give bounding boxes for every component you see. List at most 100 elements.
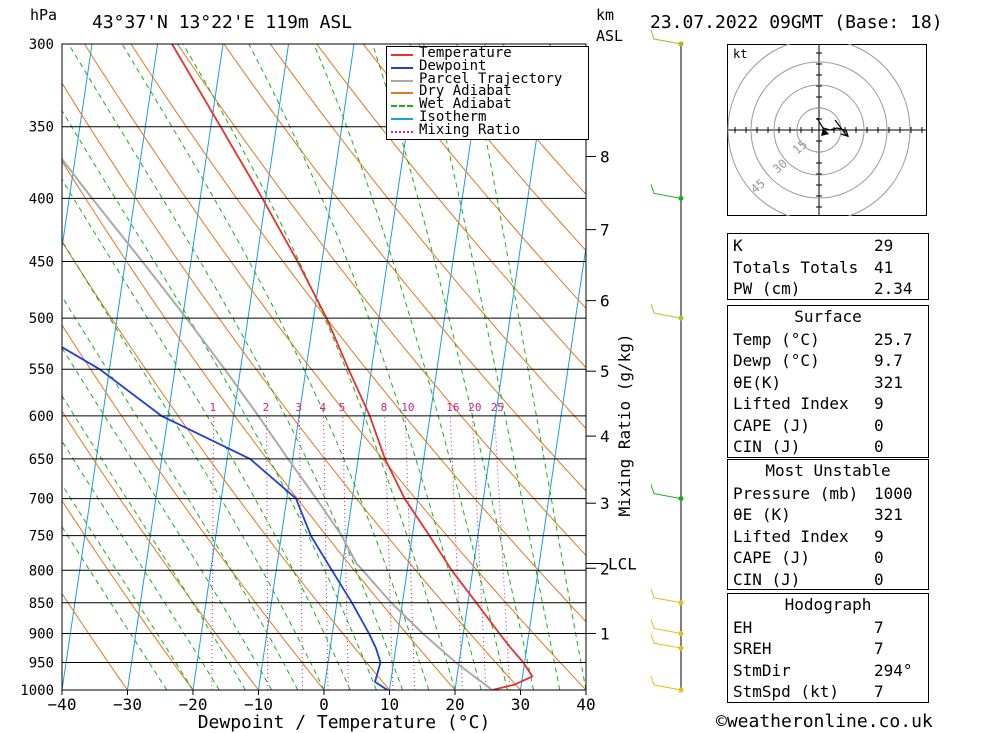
wet-adiabat-line [62, 239, 325, 690]
stmdir-row: StmDir 294° [728, 659, 928, 681]
wind-barb [650, 303, 682, 319]
km-tick-label: 6 [600, 292, 610, 311]
x-tick-label: −20 [179, 695, 208, 714]
wet-adiabat-line [372, 44, 535, 690]
surface-cape-value: 0 [874, 415, 884, 435]
dry-adiabat-line [62, 160, 456, 690]
km-unit-label: km [596, 6, 615, 24]
totals-row: Totals Totals 41 [728, 256, 928, 278]
temperature-line [171, 44, 534, 690]
legend-swatch [391, 105, 413, 108]
mixing-ratio-line [471, 415, 487, 690]
surface-li-value: 9 [874, 394, 884, 413]
pressure-label: 900 [29, 626, 54, 642]
x-tick-label: −40 [48, 695, 77, 714]
pressure-label: 550 [29, 362, 54, 378]
pressure-label: 750 [29, 529, 54, 545]
most-unstable-table: Most Unstable Pressure (mb) 1000 θE (K) 32… [727, 459, 929, 590]
surface-theta-value: 321 [874, 372, 903, 392]
wet-adiabat-line [182, 44, 456, 690]
pressure-label: 950 [29, 655, 54, 671]
pressure-label: 800 [29, 563, 54, 579]
wet-adiabat-line [62, 525, 168, 690]
wind-barb [650, 484, 682, 500]
wind-barb [650, 184, 682, 199]
km-tick-label: 1 [600, 624, 610, 643]
pressure-unit-label: hPa [30, 6, 58, 24]
copyright-link[interactable]: ©weatheronline.co.uk [716, 711, 933, 732]
legend-item: Mixing Ratio [387, 122, 587, 138]
legend-swatch [391, 130, 413, 133]
pressure-label: 600 [29, 409, 54, 425]
legend-swatch [391, 66, 413, 69]
wind-barb [650, 588, 682, 604]
km-tick-label: 3 [600, 494, 610, 513]
legend-item: Temperature [387, 46, 587, 61]
hodograph-ring [750, 61, 888, 199]
dewpoint-line [62, 346, 388, 690]
wind-barb [650, 619, 682, 634]
hodograph-ring [796, 107, 842, 153]
legend-item: Parcel Trajectory [387, 70, 587, 87]
wet-adiabat-line [423, 44, 561, 690]
surface-cin-label: CIN (J) [733, 437, 801, 456]
legend-swatch [391, 92, 413, 95]
mixing-ratio-line [384, 415, 394, 690]
surface-li-label: Lifted Index [733, 394, 849, 413]
mixing-ratio-label: 25 [491, 401, 504, 414]
mixing-ratio-label: 20 [468, 401, 481, 414]
legend-swatch [391, 118, 413, 120]
lcl-label: LCL [608, 555, 637, 574]
pressure-label: 450 [29, 255, 54, 271]
legend-label: Wet Adiabat [419, 96, 512, 113]
mixing-ratio-axis-label: Mixing Ratio (g/kg) [615, 333, 634, 516]
mixing-ratio-label: 10 [401, 401, 414, 414]
k-index-row: K 29 [728, 234, 928, 256]
wet-adiabat-line [248, 44, 482, 690]
dry-adiabat-line [62, 324, 325, 690]
mu-cape-label: CAPE (J) [733, 548, 811, 567]
surface-temp-value: 25.7 [874, 329, 913, 349]
dry-adiabat-line [269, 44, 586, 430]
surface-temp-row: Temp (°C) 25.7 [728, 328, 928, 350]
mu-cin-row: CIN (J) 0 [728, 568, 928, 590]
x-tick-label: 20 [445, 695, 464, 714]
pressure-label: 300 [29, 37, 54, 53]
hodograph-ring [727, 44, 911, 216]
surface-dewp-label: Dewp (°C) [733, 351, 820, 370]
totals-value: 41 [874, 257, 894, 277]
mu-li-row: Lifted Index 9 [728, 525, 928, 547]
dry-adiabat-line [455, 44, 586, 196]
dry-adiabat-line [316, 44, 586, 369]
hodograph-ring [773, 84, 865, 176]
legend-item: Dewpoint [387, 57, 587, 74]
legend-label: Dry Adiabat [419, 83, 512, 100]
totals-label: Totals Totals [733, 257, 859, 277]
mixing-ratio-line [323, 415, 329, 690]
legend-label: Dewpoint [419, 57, 487, 74]
mu-li-value: 9 [874, 526, 884, 546]
mu-li-label: Lifted Index [733, 526, 849, 546]
stmspd-label: StmSpd (kt) [733, 682, 839, 701]
x-tick-label: 0 [319, 695, 329, 714]
wind-barb [650, 634, 682, 649]
most-unstable-title: Most Unstable [765, 461, 891, 480]
mixing-ratio-line [298, 415, 303, 690]
parcel-trajectory-line [62, 157, 493, 690]
stmdir-label: StmDir [733, 660, 791, 680]
wet-adiabat-line [62, 347, 273, 690]
x-tick-label: 10 [380, 695, 399, 714]
dry-adiabat-line [62, 240, 390, 690]
wet-adiabat-line [313, 44, 508, 690]
km-tick-label: 7 [600, 221, 610, 240]
surface-li-row: Lifted Index 9 [728, 392, 928, 414]
dry-adiabat-line [176, 44, 586, 557]
legend-item: Wet Adiabat [387, 96, 587, 113]
x-tick-label: 40 [576, 695, 595, 714]
legend-label: Parcel Trajectory [419, 70, 563, 87]
mixing-ratio-label: 3 [295, 401, 302, 414]
legend-item: Isotherm [387, 110, 587, 125]
legend: Temperature Dewpoint Parcel Trajectory Dry … [386, 46, 589, 140]
dry-adiabat-line [408, 44, 586, 252]
surface-dewp-row: Dewp (°C) 9.7 [728, 349, 928, 371]
